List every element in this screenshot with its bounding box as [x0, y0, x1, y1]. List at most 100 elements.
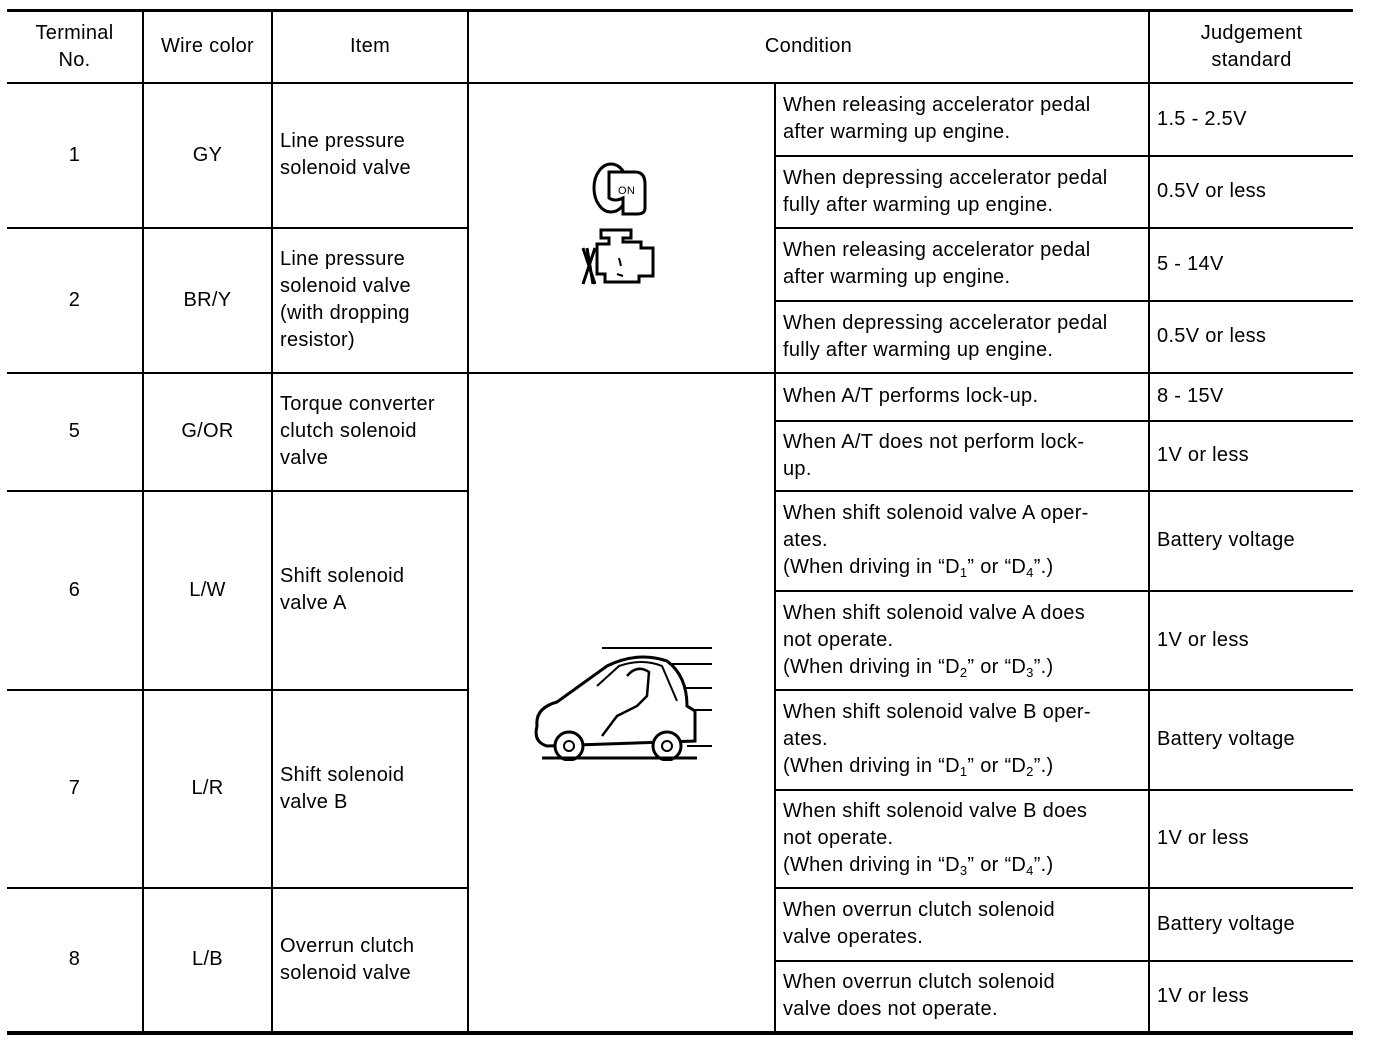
car-driving-icon — [534, 646, 712, 761]
condition-text: When shift solenoid valve A oper-ates. (W… — [773, 489, 1151, 592]
item-name: Shift solenoid valve B — [271, 688, 469, 889]
condition-line: ”.) — [1033, 655, 1054, 678]
item-line: valve B — [280, 790, 348, 813]
table-row: 7 L/R Shift solenoid valve B When shift sole… — [7, 688, 1354, 889]
item-name: Line pressure solenoid valve — [271, 81, 469, 229]
condition-line: When shift solenoid valve A does — [783, 601, 1086, 624]
svg-text:ON: ON — [618, 185, 635, 197]
table-row: 5 G/OR Torque converter clutch solenoid valv… — [7, 371, 1354, 1035]
header-wire-color: Wire color — [142, 9, 273, 84]
condition-line: (When driving in “D — [783, 655, 960, 678]
condition-line: (When driving in “D — [783, 854, 960, 876]
condition-line: (When driving in “D — [783, 755, 960, 777]
engine-running-icon — [581, 228, 654, 284]
condition-text: When depressing accelerator pedal fully a… — [775, 154, 1151, 229]
range-subscript: 2 — [959, 664, 968, 680]
wire-color: GY — [142, 81, 273, 229]
range-subscript: 4 — [1026, 565, 1034, 580]
condition-line: ” or “D — [967, 556, 1027, 578]
item-line: clutch solenoid — [280, 420, 417, 442]
item-name: Torque converter clutch solenoid valve — [271, 371, 469, 492]
condition-line: When releasing accelerator pedal — [783, 239, 1091, 261]
condition-icon-cell: ON — [467, 81, 776, 374]
table-row: When shift solenoid valve B does not oper… — [7, 788, 1354, 889]
header-terminal-no: Terminal No. — [7, 9, 144, 84]
range-subscript: 2 — [1026, 764, 1034, 779]
item-line: solenoid valve — [280, 275, 411, 297]
terminal-no: 6 — [7, 489, 144, 691]
ignition-key-on-icon: ON — [592, 162, 646, 215]
table-row: 6 L/W Shift solenoid valve A When shift sole… — [7, 489, 1354, 691]
judgement-standard: Battery voltage — [1148, 886, 1354, 962]
terminal-no: 5 — [7, 371, 144, 492]
judgement-standard: 8 - 15V — [1148, 371, 1354, 422]
condition-line: fully after warming up engine. — [783, 338, 1054, 361]
judgement-standard: Battery voltage — [1148, 489, 1354, 592]
terminal-no: 2 — [7, 226, 144, 374]
condition-line: ” or “D — [967, 854, 1027, 876]
item-line: Line pressure — [280, 130, 406, 152]
condition-line: ”.) — [1033, 556, 1054, 578]
judgement-standard: Battery voltage — [1148, 688, 1354, 791]
condition-line: When depressing accelerator pedal — [783, 166, 1108, 189]
judgement-standard: 1V or less — [1148, 419, 1354, 492]
condition-icon-cell — [467, 371, 776, 1035]
item-line: Torque converter — [280, 393, 435, 415]
table-row: 2 BR/Y Line pressure solenoid valve (with dr… — [7, 226, 1354, 374]
wire-color: L/W — [142, 489, 273, 691]
terminal-judgement-table: Terminal No. Wire color Item Condition Ju… — [7, 9, 1354, 1035]
table-row: 8 L/B Overrun clutch solenoid valve When ove… — [7, 886, 1354, 1035]
terminal-no: 7 — [7, 688, 144, 889]
condition-line: When A/T performs lock-up. — [783, 385, 1039, 407]
condition-text: When shift solenoid valve A does not oper… — [775, 589, 1151, 691]
condition-text: When releasing accelerator pedal after wa… — [773, 226, 1151, 302]
judgement-standard: 1V or less — [1148, 959, 1354, 1035]
item-line: solenoid valve — [280, 961, 411, 984]
judgement-standard: 1V or less — [1148, 788, 1354, 889]
item-name: Overrun clutch solenoid valve — [271, 886, 469, 1035]
judgement-standard: 5 - 14V — [1148, 226, 1354, 302]
condition-line: ates. — [783, 529, 828, 551]
range-subscript: 4 — [1026, 863, 1034, 878]
condition-text: When releasing accelerator pedal after wa… — [773, 81, 1151, 157]
judgement-standard: 0.5V or less — [1148, 154, 1354, 229]
condition-line: When releasing accelerator pedal — [783, 94, 1091, 116]
header-item: Item — [271, 9, 469, 84]
condition-line: When shift solenoid valve B does — [783, 800, 1088, 822]
header-condition: Condition — [466, 9, 1151, 84]
table-row: When shift solenoid valve A does not oper… — [7, 589, 1354, 691]
item-line: Shift solenoid — [280, 565, 405, 587]
condition-text: When A/T performs lock-up. — [773, 371, 1151, 422]
condition-line: When A/T does not perform lock- — [783, 430, 1085, 453]
item-line: resistor) — [280, 329, 355, 351]
condition-line: ates. — [783, 728, 828, 750]
condition-line: When overrun clutch solenoid — [783, 899, 1055, 921]
condition-line: ” or “D — [967, 655, 1027, 678]
condition-line: When shift solenoid valve B oper- — [783, 701, 1091, 723]
judgement-standard: 1.5 - 2.5V — [1148, 81, 1354, 157]
judgement-standard: 0.5V or less — [1148, 299, 1354, 374]
item-line: Overrun clutch — [280, 934, 415, 957]
condition-line: valve operates. — [783, 926, 924, 948]
condition-line: ”.) — [1033, 854, 1054, 876]
condition-line: valve does not operate. — [783, 998, 998, 1020]
condition-line: ”.) — [1033, 755, 1054, 777]
condition-line: When shift solenoid valve A oper- — [783, 502, 1089, 524]
condition-line: up. — [783, 457, 812, 480]
item-line: Line pressure — [280, 248, 406, 270]
range-subscript: 3 — [1026, 664, 1034, 680]
condition-text: When shift solenoid valve B oper-ates. (W… — [773, 688, 1151, 791]
terminal-no: 1 — [7, 81, 144, 229]
table-row: When overrun clutch solenoid valve does n… — [7, 959, 1354, 1035]
ignition-engine-icons: ON — [469, 158, 774, 298]
terminal-no: 8 — [7, 886, 144, 1035]
condition-line: ” or “D — [967, 755, 1027, 777]
judgement-standard: 1V or less — [1148, 589, 1354, 691]
table-row: When depressing accelerator pedal fully a… — [7, 154, 1354, 229]
table-row: When depressing accelerator pedal fully a… — [7, 299, 1354, 374]
condition-line: not operate. — [783, 628, 894, 651]
wire-color: L/R — [142, 688, 273, 889]
condition-line: fully after warming up engine. — [783, 193, 1054, 216]
wire-color: L/B — [142, 886, 273, 1035]
item-line: valve — [280, 447, 329, 469]
